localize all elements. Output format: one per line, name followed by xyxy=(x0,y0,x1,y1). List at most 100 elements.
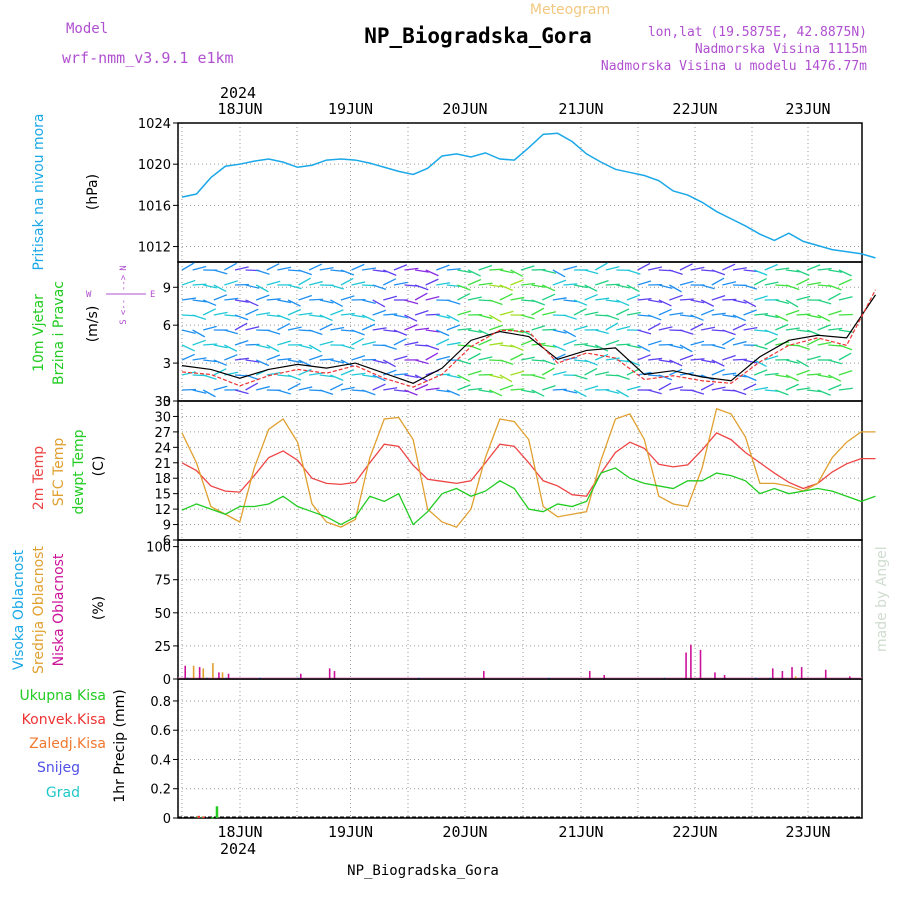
wind-barb-icon xyxy=(457,284,471,291)
wind-barb-icon xyxy=(584,359,598,366)
wind-barb-icon xyxy=(753,369,768,376)
cloud-bar xyxy=(482,671,485,679)
wind-barb-icon xyxy=(287,326,302,331)
wind-barb-icon xyxy=(552,297,567,301)
wind-barb-icon xyxy=(669,269,683,276)
compass-n: N xyxy=(119,265,129,270)
wind-barb-icon xyxy=(637,354,651,361)
precip-bar xyxy=(202,816,205,818)
wind-barb-icon xyxy=(340,312,355,316)
wind-barb-icon xyxy=(806,314,821,319)
wind-barb-icon xyxy=(520,282,536,286)
wind-barb-icon xyxy=(362,374,377,378)
wind-barb-icon xyxy=(478,338,492,346)
y-tick-label: 50 xyxy=(154,607,171,622)
wind-barb-icon xyxy=(383,269,397,276)
wind-barb-icon xyxy=(573,325,588,331)
wind-barb-icon xyxy=(647,322,661,331)
day-label-top: 18JUN xyxy=(217,100,262,118)
wind-barb-icon xyxy=(552,370,567,376)
wind-barb-icon xyxy=(256,312,271,316)
wind-barb-icon xyxy=(319,358,334,361)
y-tick-label: 33 xyxy=(154,395,171,410)
wind-barb-icon xyxy=(308,329,323,336)
wind-barb-icon xyxy=(372,269,387,273)
low-cloud-label: Niska Oblacnost xyxy=(51,553,67,666)
wind-barb-icon xyxy=(181,262,195,271)
wind-barb-icon xyxy=(287,284,302,290)
wind-barb-icon xyxy=(679,263,693,271)
y-tick-label: 18 xyxy=(154,472,171,487)
mid-cloud-label: Srednja Oblacnost xyxy=(31,546,47,674)
wind-barb-icon xyxy=(436,355,451,361)
wind-barb-icon xyxy=(828,327,843,331)
wind-barb-icon xyxy=(552,329,567,334)
cloud-bar xyxy=(690,644,692,679)
wind-barb-icon xyxy=(351,355,366,361)
day-label-top: 20JUN xyxy=(442,100,487,118)
wind-barb-icon xyxy=(330,269,345,273)
wind-barb-icon xyxy=(605,339,620,346)
wind-barb-icon xyxy=(700,284,715,290)
wind-barb-icon xyxy=(584,269,599,275)
wind-barb-icon xyxy=(722,298,737,301)
wind-barb-icon xyxy=(309,372,324,376)
wind-barb-icon xyxy=(743,326,758,331)
wind-barb-icon xyxy=(595,297,610,301)
panels: 1012101610201024036969121518212427303302… xyxy=(138,117,877,827)
wind-barb-icon xyxy=(679,280,694,286)
wind-barb-icon xyxy=(573,284,588,289)
wind-barb-icon xyxy=(277,389,291,395)
wind-barb-icon xyxy=(573,359,589,363)
wind-barb-icon xyxy=(340,295,355,301)
wind-barb-icon xyxy=(806,281,822,286)
wind-barb-icon xyxy=(584,293,598,301)
y-tick-label: 0.8 xyxy=(150,695,171,710)
wind-barb-icon xyxy=(658,284,673,290)
temp-line-0 xyxy=(181,432,876,497)
day-label-bottom: 21JUN xyxy=(558,823,603,841)
wind-barb-icon xyxy=(414,269,430,273)
wind-barb-icon xyxy=(298,344,313,350)
wind-barb-icon xyxy=(457,374,471,383)
wind-barb-icon xyxy=(425,278,439,286)
wind-barb-icon xyxy=(372,284,387,290)
wind-barb-icon xyxy=(277,358,292,361)
wind-barb-icon xyxy=(181,344,195,352)
precip-bar xyxy=(215,806,219,818)
wind-barb-icon xyxy=(340,359,354,367)
cloud-bar xyxy=(800,667,803,679)
wind-barb-icon xyxy=(552,279,567,286)
wind-barb-icon xyxy=(531,307,545,316)
wind-barb-icon xyxy=(827,292,841,301)
cloud-bar xyxy=(794,676,797,679)
wind-barb-icon xyxy=(224,344,238,352)
sfc-label: SFC Temp xyxy=(51,438,67,507)
wind-barb-icon xyxy=(531,284,546,288)
wind-barb-icon xyxy=(520,314,535,320)
wind-barb-icon xyxy=(446,268,461,271)
wind-barb-icon xyxy=(234,314,249,321)
day-label-bottom: 18JUN xyxy=(217,823,262,841)
wind-barb-icon xyxy=(595,279,609,286)
wind-barb-icon xyxy=(648,357,663,361)
temp-line-1 xyxy=(181,407,876,528)
wind-barb-icon xyxy=(181,371,196,376)
wind-barb-icon xyxy=(213,284,227,292)
wind-barb-icon xyxy=(234,299,249,303)
pressure-unit: (hPa) xyxy=(85,174,101,210)
wind-barb-icon xyxy=(425,313,440,316)
wind-barb-icon xyxy=(330,383,344,391)
wind-barb-icon xyxy=(552,344,566,352)
wind-barb-icon xyxy=(234,389,249,395)
wind-barb-icon xyxy=(732,323,746,331)
wind-barb-icon xyxy=(754,386,769,391)
wind-barb-icon xyxy=(531,299,546,306)
y-tick-label: 0 xyxy=(163,673,171,688)
y-tick-label: 27 xyxy=(154,426,171,441)
wind-barb-icon xyxy=(594,262,608,271)
wind-barb-icon xyxy=(669,312,684,316)
wind-barb-icon xyxy=(711,277,725,286)
wind-barb-icon xyxy=(414,310,429,316)
wind-barb-icon xyxy=(287,374,302,381)
